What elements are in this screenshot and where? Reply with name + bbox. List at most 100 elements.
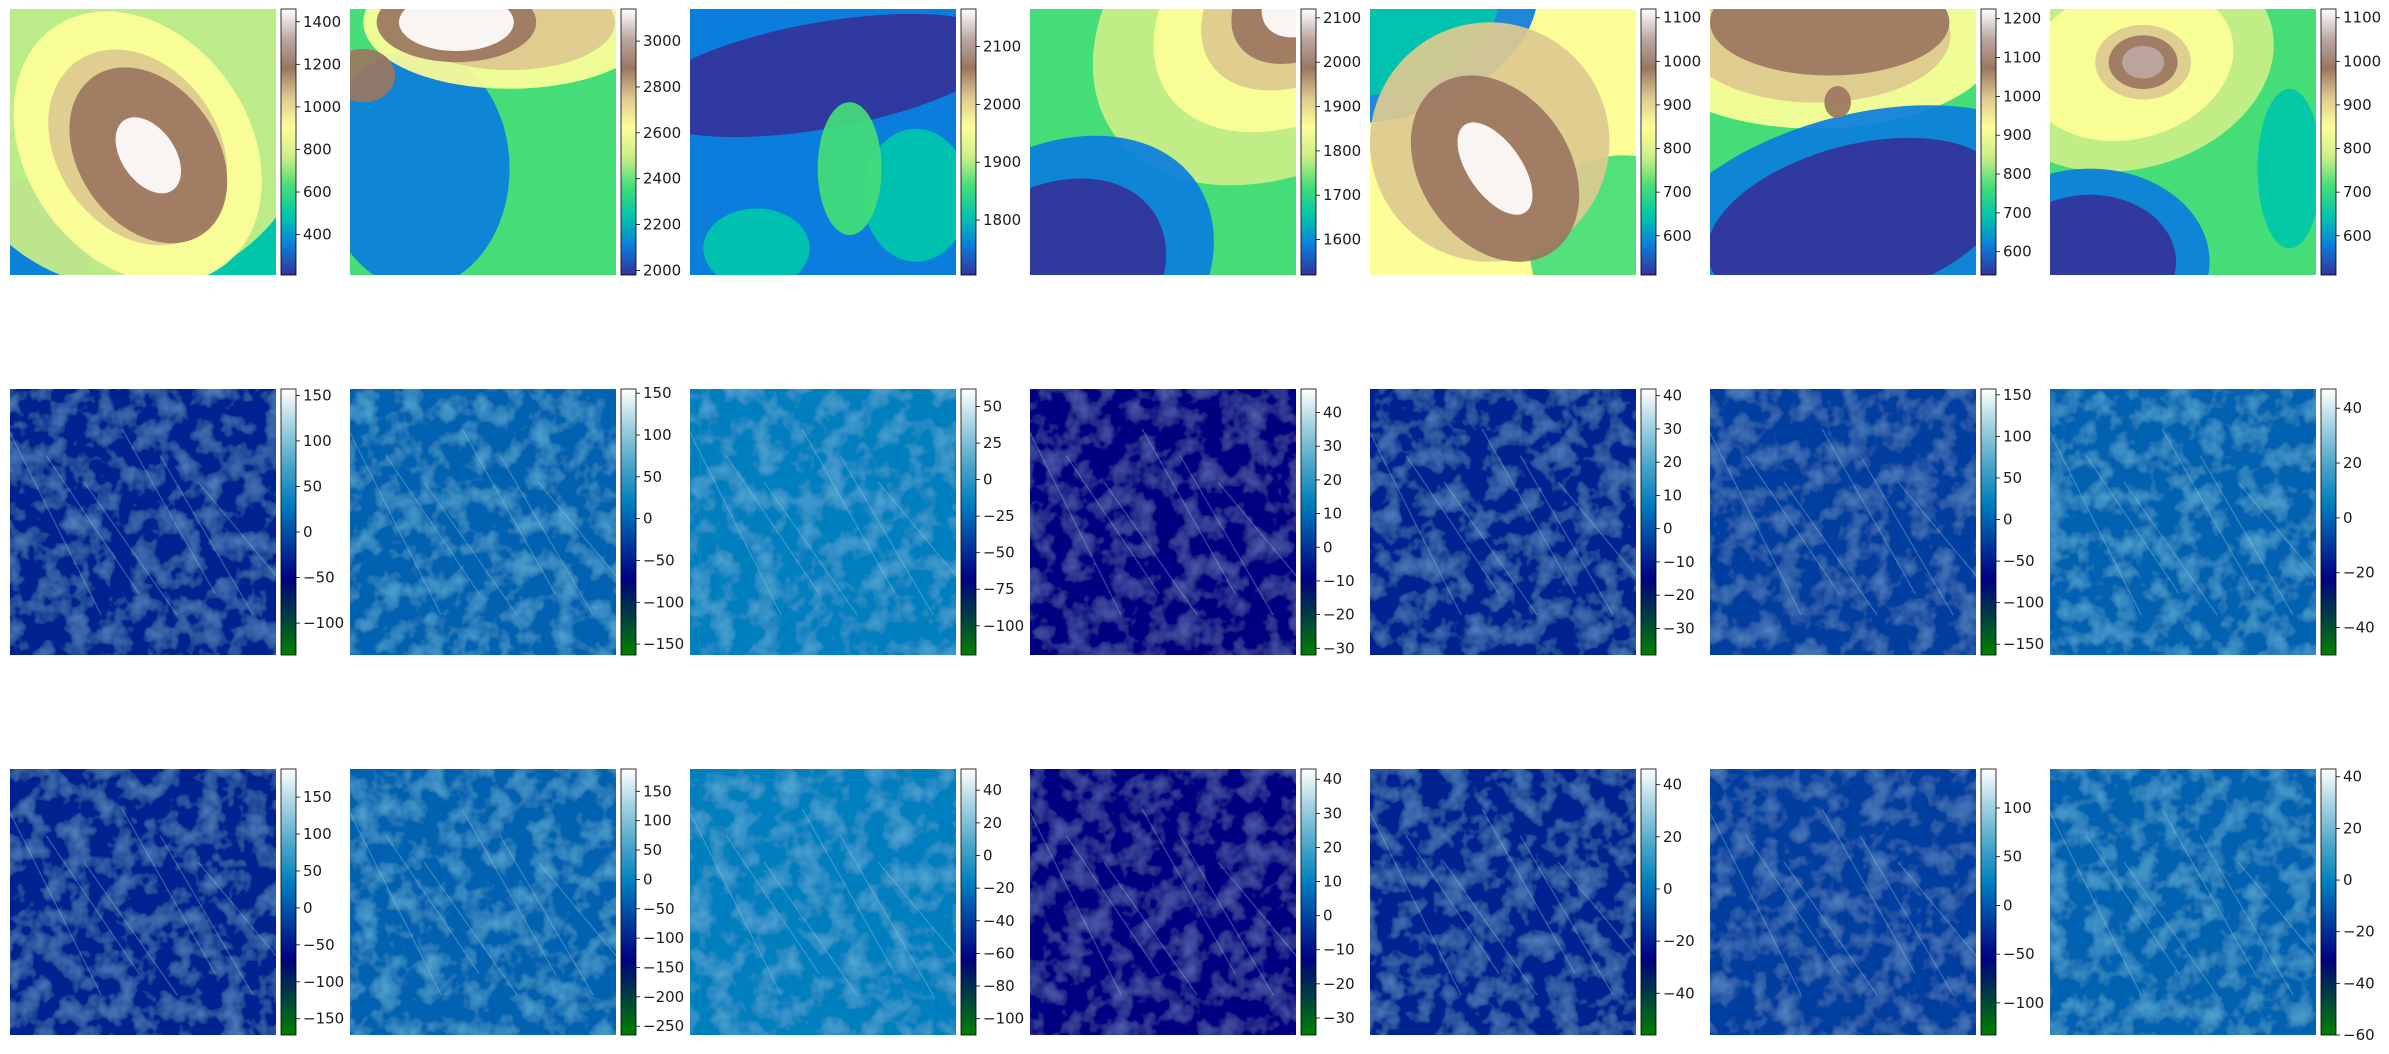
colorbar-tick-label: −150 [643, 635, 684, 653]
colorbar-tick-label: 10 [1323, 873, 1342, 891]
colorbar-tick-label: −250 [643, 1017, 684, 1035]
colorbar-tick-label: 600 [1663, 227, 1692, 245]
colorbar-tick-label: 1000 [2003, 87, 2041, 105]
panel-r0-c2: 1800 1900 2000 2100 [690, 8, 1021, 276]
colorbar-tick-label: 1100 [2343, 9, 2381, 27]
panel-r0-c6: 600 700 800 900 1000 1100 [2050, 8, 2381, 276]
colorbar-tick-label: −150 [2003, 635, 2044, 653]
colorbar-tick-label: −100 [983, 617, 1024, 635]
colorbar-tick-label: 0 [2343, 509, 2353, 527]
colorbar [280, 768, 297, 1036]
panel-r1-c4: −30 −20 −10 0 10 20 30 40 [1370, 387, 1695, 656]
colorbar-tick-label: 100 [643, 426, 672, 444]
panel-r2-c3: −30 −20 −10 0 10 20 30 40 [1030, 768, 1355, 1036]
colorbar-tick-label: 700 [2003, 204, 2032, 222]
heatmap-image [1030, 9, 1296, 275]
colorbar [1640, 768, 1657, 1036]
colorbar-tick-label: 2400 [643, 170, 681, 188]
colorbar [1980, 8, 1997, 276]
colorbar-tick-label: 0 [2343, 871, 2353, 889]
colorbar [1300, 8, 1317, 276]
colorbar-tick-label: −100 [2003, 594, 2044, 612]
colorbar-tick-label: 50 [303, 862, 322, 880]
colorbar-tick-label: −100 [643, 593, 684, 611]
heatmap-image [1030, 769, 1296, 1035]
colorbar-tick-label: 2100 [1323, 9, 1361, 27]
colorbar-tick-label: 20 [1323, 471, 1342, 489]
colorbar [280, 388, 297, 656]
panel-r1-c5: −150 −100 −50 0 50 100 150 [1710, 386, 2044, 656]
heatmap-image [350, 9, 616, 275]
colorbar-tick-label: −40 [983, 912, 1015, 930]
colorbar-tick-label: 600 [2343, 227, 2372, 245]
colorbar-tick-label: −20 [983, 879, 1015, 897]
colorbar [2320, 8, 2337, 276]
colorbar-tick-label: 20 [2343, 454, 2362, 472]
panel-r0-c4: 600 700 800 900 1000 1100 [1370, 8, 1701, 276]
colorbar [1640, 388, 1657, 656]
panel-r1-c6: −40 −20 0 20 40 [2050, 388, 2375, 656]
colorbar-tick-label: 0 [303, 523, 313, 541]
panel-r0-c3: 1600 1700 1800 1900 2000 2100 [1030, 8, 1361, 276]
colorbar [1300, 768, 1317, 1036]
colorbar-tick-label: 150 [303, 788, 332, 806]
colorbar-tick-label: 700 [1663, 183, 1692, 201]
colorbar-tick-label: −40 [2343, 619, 2375, 637]
panel-r1-c1: −150 −100 −50 0 50 100 150 [350, 384, 684, 656]
colorbar [2320, 768, 2337, 1036]
heatmap-image [1710, 9, 1976, 275]
heatmap-image [10, 9, 276, 275]
colorbar-tick-label: 700 [2343, 183, 2372, 201]
heatmap-image [1710, 769, 1976, 1035]
colorbar-tick-label: 50 [643, 468, 662, 486]
panel-r2-c4: −40 −20 0 20 40 [1370, 768, 1695, 1036]
colorbar-tick-label: 40 [1323, 404, 1342, 422]
heatmap-image [690, 9, 956, 275]
colorbar-tick-label: 0 [643, 870, 653, 888]
colorbar-tick-label: 100 [303, 432, 332, 450]
colorbar-tick-label: 600 [303, 183, 332, 201]
colorbar-tick-label: −20 [1663, 586, 1695, 604]
colorbar-tick-label: 1800 [1323, 142, 1361, 160]
panel-r1-c0: −100 −50 0 50 100 150 [10, 386, 344, 656]
colorbar-tick-label: 1200 [303, 55, 341, 73]
colorbar-tick-label: 40 [1323, 770, 1342, 788]
heatmap-image [10, 769, 276, 1035]
colorbar-tick-label: −75 [983, 580, 1015, 598]
colorbar-tick-label: 2100 [983, 38, 1021, 56]
colorbar-tick-label: 20 [1663, 453, 1682, 471]
colorbar-tick-label: 1100 [1663, 9, 1701, 27]
colorbar-tick-label: 2200 [643, 216, 681, 234]
colorbar-tick-label: 900 [2343, 96, 2372, 114]
colorbar-tick-label: 0 [1323, 907, 1333, 925]
colorbar-tick-label: 40 [983, 781, 1002, 799]
colorbar-tick-label: 400 [303, 226, 332, 244]
colorbar-tick-label: 20 [1663, 828, 1682, 846]
colorbar-tick-label: 800 [2003, 165, 2032, 183]
colorbar-tick-label: 1600 [1323, 231, 1361, 249]
colorbar-tick-label: 900 [1663, 96, 1692, 114]
colorbar-tick-label: −50 [643, 900, 675, 918]
panel-r2-c2: −100 −80 −60 −40 −20 0 20 40 [690, 768, 1024, 1036]
colorbar-tick-label: 0 [303, 899, 313, 917]
colorbar-tick-label: 0 [983, 846, 993, 864]
colorbar-tick-label: −60 [2343, 1026, 2375, 1044]
colorbar-tick-label: 1200 [2003, 10, 2041, 28]
colorbar [280, 8, 297, 276]
colorbar-tick-label: −80 [983, 977, 1015, 995]
panel-r0-c0: 400 600 800 1000 1200 1400 [10, 8, 341, 276]
colorbar [620, 388, 637, 656]
heatmap-image [1370, 9, 1636, 275]
colorbar-tick-label: −100 [643, 929, 684, 947]
colorbar-tick-label: −100 [303, 973, 344, 991]
colorbar-tick-label: 100 [303, 825, 332, 843]
colorbar-tick-label: −25 [983, 507, 1015, 525]
heatmap-image [1370, 389, 1636, 655]
heatmap-image [2050, 769, 2316, 1035]
colorbar-tick-label: 2000 [643, 261, 681, 279]
colorbar-tick-label: −100 [2003, 994, 2044, 1012]
colorbar-tick-label: 50 [2003, 848, 2022, 866]
colorbar-tick-label: −50 [303, 569, 335, 587]
colorbar-tick-label: 20 [1323, 838, 1342, 856]
